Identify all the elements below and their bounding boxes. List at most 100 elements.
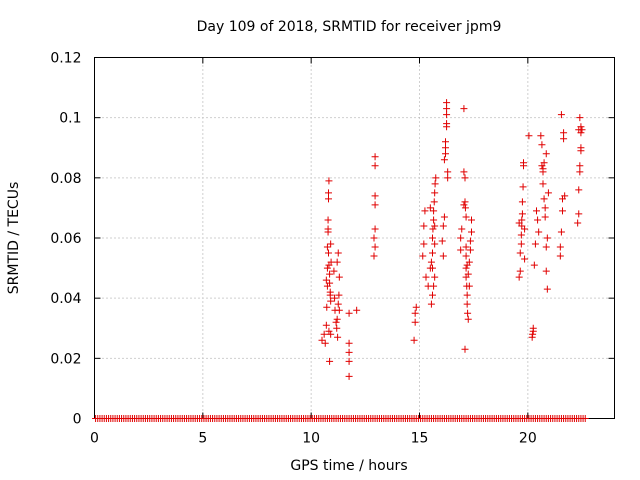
scatter-point xyxy=(541,213,549,221)
scatter-point xyxy=(442,150,449,158)
scatter-point xyxy=(534,216,542,224)
scatter-point xyxy=(325,195,332,203)
scatter-point xyxy=(541,204,549,212)
scatter-point xyxy=(410,336,418,344)
scatter-point xyxy=(443,120,451,128)
scatter-point xyxy=(462,213,470,221)
grid-lines xyxy=(94,57,615,419)
scatter-point xyxy=(326,279,334,287)
scatter-point xyxy=(429,234,436,242)
scatter-point xyxy=(327,297,335,305)
scatter-point xyxy=(431,180,439,188)
scatter-point xyxy=(530,261,538,269)
scatter-point xyxy=(517,231,525,239)
scatter-point xyxy=(335,291,343,299)
scatter-point xyxy=(318,336,326,344)
scatter-point xyxy=(326,288,334,296)
y-tick-label: 0.12 xyxy=(50,51,81,67)
scatter-point xyxy=(323,264,331,272)
scatter-point xyxy=(466,237,474,245)
scatter-point xyxy=(444,174,452,182)
scatter-point xyxy=(461,174,469,182)
scatter-point xyxy=(335,306,343,314)
x-tick-label: 5 xyxy=(198,431,207,447)
scatter-point xyxy=(515,219,523,227)
scatter-point xyxy=(325,249,332,257)
scatter-point xyxy=(345,348,353,356)
scatter-point xyxy=(420,240,428,248)
scatter-point xyxy=(460,201,468,209)
scatter-point xyxy=(460,105,468,113)
scatter-point xyxy=(324,216,332,224)
scatter-point xyxy=(322,276,330,284)
scatter-point xyxy=(529,330,537,338)
scatter-point xyxy=(323,243,331,251)
scatter-point xyxy=(540,159,548,167)
y-axis-label: SRMTID / TECUs xyxy=(6,182,22,295)
scatter-point xyxy=(331,294,339,302)
scatter-point xyxy=(444,168,452,176)
scatter-point xyxy=(517,240,525,248)
scatter-point xyxy=(531,240,539,248)
scatter-point xyxy=(429,225,437,233)
scatter-point xyxy=(371,192,379,200)
scatter-point xyxy=(325,189,332,197)
x-tick-label: 20 xyxy=(519,431,537,447)
scatter-point xyxy=(439,252,447,260)
scatter-point xyxy=(560,135,568,143)
scatter-point xyxy=(518,198,526,206)
scatter-point xyxy=(421,207,429,215)
scatter-point xyxy=(345,357,353,365)
baseline-markers xyxy=(92,415,589,422)
scatter-point xyxy=(432,174,440,182)
chart-title: Day 109 of 2018, SRMTID for receiver jpm… xyxy=(197,19,502,35)
scatter-point xyxy=(574,219,582,227)
scatter-point xyxy=(576,162,584,170)
scatter-point xyxy=(345,372,353,380)
x-tick-label: 15 xyxy=(411,431,429,447)
scatter-point xyxy=(557,111,565,119)
scatter-point xyxy=(439,222,447,230)
scatter-point xyxy=(462,264,470,272)
scatter-point xyxy=(371,153,379,161)
scatter-point xyxy=(422,273,430,281)
y-tick-label: 0.06 xyxy=(50,231,81,247)
scatter-point xyxy=(468,228,475,236)
scatter-point xyxy=(326,270,334,278)
scatter-point xyxy=(540,195,548,203)
scatter-point xyxy=(520,159,527,167)
scatter-point xyxy=(463,261,471,269)
scatter-point xyxy=(323,303,331,311)
y-tick-label: 0 xyxy=(73,412,82,428)
scatter-point xyxy=(320,330,328,338)
scatter-point xyxy=(334,249,342,257)
scatter-point xyxy=(411,309,419,317)
scatter-point xyxy=(371,162,379,170)
scatter-point xyxy=(462,243,470,251)
scatter-point xyxy=(330,267,338,275)
scatter-point xyxy=(334,333,342,341)
scatter-point xyxy=(370,252,378,260)
scatter-point xyxy=(442,138,449,146)
scatter-point xyxy=(427,300,435,308)
scatter-point xyxy=(430,216,438,224)
x-tick-label: 10 xyxy=(302,431,320,447)
scatter-point xyxy=(333,258,341,266)
scatter-point xyxy=(443,99,451,107)
scatter-point xyxy=(466,246,474,254)
scatter-point xyxy=(429,249,436,257)
scatter-point xyxy=(575,186,583,194)
scatter-point xyxy=(539,165,547,173)
scatter-point xyxy=(324,228,332,236)
scatter-point xyxy=(542,150,550,158)
scatter-point xyxy=(457,234,465,242)
scatter-point xyxy=(464,315,472,323)
scatter-point xyxy=(535,228,543,236)
scatter-point xyxy=(333,315,341,323)
scatter-point xyxy=(411,318,419,326)
scatter-point xyxy=(325,327,333,335)
scatter-point xyxy=(442,144,449,152)
scatter-point xyxy=(465,282,473,290)
scatter-point xyxy=(464,270,472,278)
